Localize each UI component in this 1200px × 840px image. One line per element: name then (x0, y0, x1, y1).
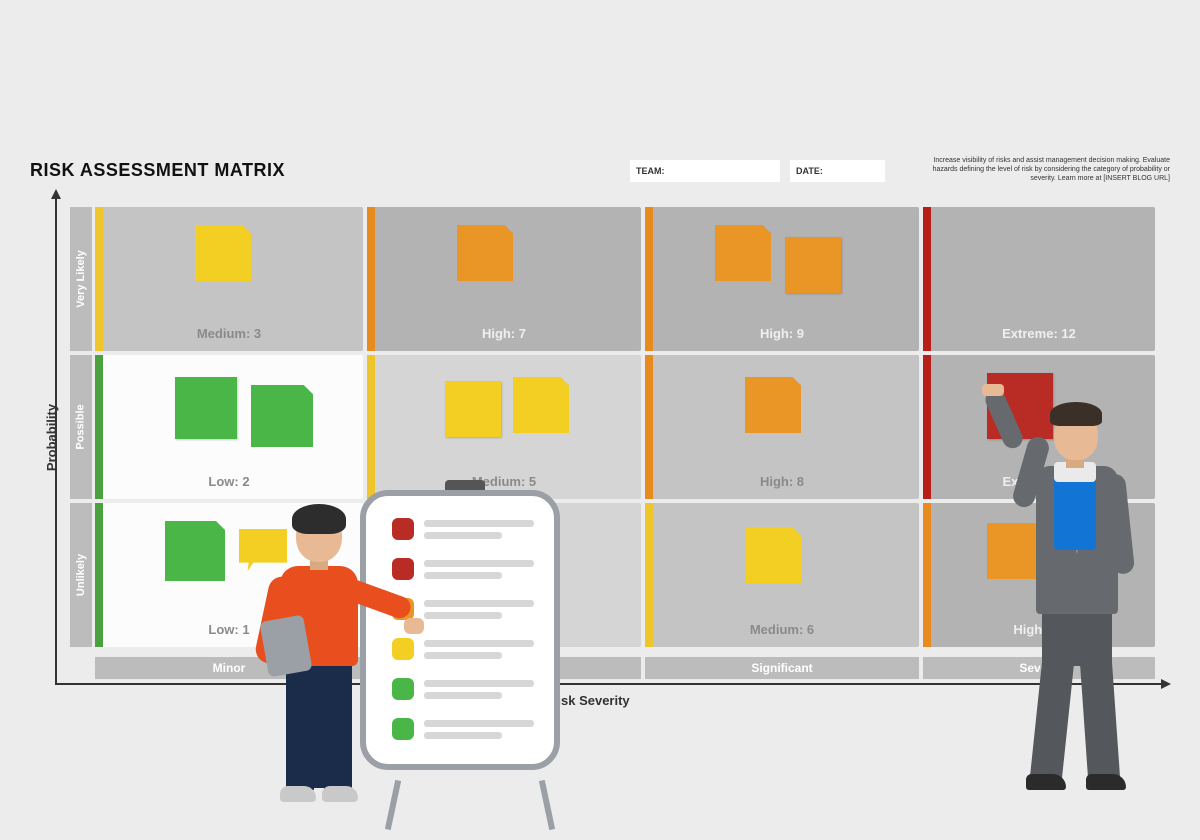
sticky-note[interactable] (445, 381, 501, 437)
column-label: Significant (645, 657, 919, 679)
y-axis-label: Probability (44, 404, 59, 471)
sticky-note[interactable] (251, 385, 313, 447)
cell-label: High: 7 (367, 326, 641, 341)
team-label: TEAM: (636, 166, 665, 176)
row-label: Unlikely (70, 503, 92, 647)
matrix-cell[interactable]: High: 8 (645, 355, 919, 499)
cell-label: Medium: 3 (95, 326, 363, 341)
sticky-note[interactable] (513, 377, 569, 433)
team-field[interactable]: TEAM: (630, 160, 780, 182)
row-label: Possible (70, 355, 92, 499)
date-label: DATE: (796, 166, 823, 176)
description-text: Increase visibility of risks and assist … (920, 156, 1170, 183)
sticky-note[interactable] (195, 225, 251, 281)
matrix-cell[interactable]: High: 7 (367, 207, 641, 351)
page-title: RISK ASSESSMENT MATRIX (30, 160, 285, 181)
person-presenter-illustration (258, 510, 378, 810)
matrix-cell[interactable]: Medium: 6 (645, 503, 919, 647)
cell-label: High: 9 (645, 326, 919, 341)
sticky-note[interactable] (175, 377, 237, 439)
checklist-item (392, 598, 534, 620)
sticky-note[interactable] (745, 377, 801, 433)
checklist-item (392, 638, 534, 660)
row-label: Very Likely (70, 207, 92, 351)
matrix-cell[interactable]: Medium: 5 (367, 355, 641, 499)
sticky-note[interactable] (715, 225, 771, 281)
sticky-note[interactable] (457, 225, 513, 281)
matrix-cell[interactable]: Extreme: 12 (923, 207, 1155, 351)
person-holding-card-illustration (1012, 390, 1142, 810)
checklist-board-illustration (350, 480, 590, 810)
cell-label: Medium: 6 (645, 622, 919, 637)
sticky-note[interactable] (165, 521, 225, 581)
sticky-note[interactable] (785, 237, 841, 293)
date-field[interactable]: DATE: (790, 160, 885, 182)
checklist-item (392, 518, 534, 540)
cell-label: Extreme: 12 (923, 326, 1155, 341)
checklist-item (392, 558, 534, 580)
checklist-item (392, 718, 534, 740)
matrix-cell[interactable]: Low: 2 (95, 355, 363, 499)
checklist-item (392, 678, 534, 700)
sticky-note[interactable] (745, 527, 801, 583)
matrix-cell[interactable]: Medium: 3 (95, 207, 363, 351)
cell-label: Low: 2 (95, 474, 363, 489)
matrix-cell[interactable]: High: 9 (645, 207, 919, 351)
x-axis (55, 683, 1165, 685)
cell-label: High: 8 (645, 474, 919, 489)
